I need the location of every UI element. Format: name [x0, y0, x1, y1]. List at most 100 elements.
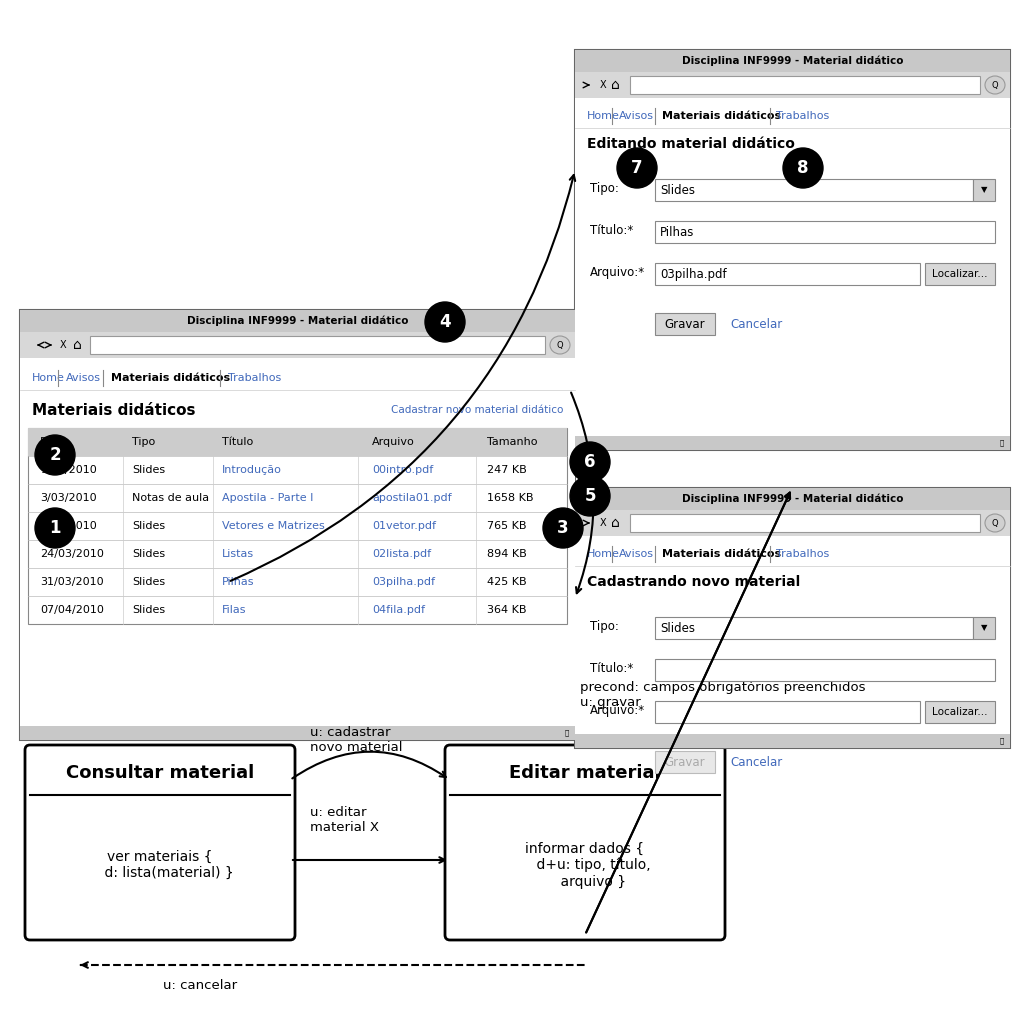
Bar	[575, 50, 1010, 450]
Text: Materiais didáticos: Materiais didáticos	[662, 111, 781, 121]
Circle shape	[35, 508, 75, 548]
Text: Vetores e Matrizes: Vetores e Matrizes	[222, 521, 325, 531]
Text: Slides: Slides	[132, 605, 165, 615]
Text: ▼: ▼	[981, 623, 987, 632]
Circle shape	[570, 476, 610, 516]
Text: Slides: Slides	[660, 183, 695, 197]
Text: Slides: Slides	[132, 465, 165, 475]
Bar	[20, 310, 575, 332]
Text: precond: campos obrigatórios preenchidos
u: gravar: precond: campos obrigatórios preenchidos…	[580, 681, 865, 709]
Bar	[655, 179, 973, 201]
Bar	[925, 263, 995, 285]
Text: Arquivo:*: Arquivo:*	[590, 703, 645, 716]
Text: u: editar
material X: u: editar material X	[310, 806, 379, 834]
Text: Arquivo: Arquivo	[372, 437, 415, 447]
Text: 6: 6	[585, 453, 596, 471]
Text: Q: Q	[991, 519, 998, 528]
Text: X: X	[59, 340, 67, 350]
Text: Slides: Slides	[132, 521, 165, 531]
Bar	[575, 72, 1010, 98]
Text: ⛶: ⛶	[565, 729, 569, 736]
Bar	[575, 536, 1010, 734]
Text: Avisos: Avisos	[618, 549, 654, 559]
Bar	[655, 221, 995, 243]
Circle shape	[35, 435, 75, 475]
FancyBboxPatch shape	[445, 745, 725, 940]
Text: 894 KB: 894 KB	[487, 549, 526, 559]
Text: ⌂: ⌂	[610, 78, 620, 92]
Text: Avisos: Avisos	[618, 111, 654, 121]
Text: u: cadastrar
novo material: u: cadastrar novo material	[310, 726, 402, 754]
Text: Q: Q	[991, 80, 998, 89]
Text: X: X	[600, 80, 606, 90]
Text: Cadastrando novo material: Cadastrando novo material	[587, 575, 800, 589]
Text: 02lista.pdf: 02lista.pdf	[372, 549, 431, 559]
Text: Disciplina INF9999 - Material didático: Disciplina INF9999 - Material didático	[682, 493, 903, 504]
Text: Avisos: Avisos	[66, 373, 101, 383]
Text: Listas: Listas	[222, 549, 254, 559]
Bar	[655, 313, 715, 335]
Text: Cancelar: Cancelar	[730, 756, 782, 769]
Text: Tipo:: Tipo:	[590, 620, 618, 632]
Bar	[655, 751, 715, 773]
Bar	[575, 488, 1010, 748]
Bar	[973, 179, 995, 201]
Bar	[20, 310, 575, 741]
Text: 01vetor.pdf: 01vetor.pdf	[372, 521, 436, 531]
Bar	[575, 50, 1010, 72]
Text: Apostila - Parte I: Apostila - Parte I	[222, 493, 313, 503]
Text: ▼: ▼	[981, 185, 987, 194]
Bar	[28, 428, 567, 624]
Circle shape	[783, 148, 823, 188]
Text: 2: 2	[49, 446, 60, 464]
Text: 04fila.pdf: 04fila.pdf	[372, 605, 425, 615]
Text: 7: 7	[631, 159, 643, 177]
Circle shape	[570, 442, 610, 482]
Bar	[575, 98, 1010, 436]
Text: Notas de aula: Notas de aula	[132, 493, 209, 503]
Bar	[655, 659, 995, 681]
Bar	[925, 701, 995, 723]
Circle shape	[543, 508, 583, 548]
Bar	[90, 336, 545, 354]
Bar	[655, 701, 920, 723]
Text: Home: Home	[32, 373, 65, 383]
Bar	[20, 332, 575, 358]
Text: Slides: Slides	[660, 622, 695, 634]
Text: 765 KB: 765 KB	[487, 521, 526, 531]
Ellipse shape	[985, 514, 1005, 532]
Circle shape	[425, 302, 465, 342]
Bar	[655, 263, 920, 285]
Bar	[575, 734, 1010, 748]
Text: Trabalhos: Trabalhos	[227, 373, 281, 383]
Text: 5: 5	[585, 487, 596, 505]
Text: Tipo: Tipo	[132, 437, 156, 447]
Text: Título: Título	[222, 437, 253, 447]
Bar	[630, 514, 980, 532]
Text: 4: 4	[439, 313, 451, 331]
Text: 7/03/2010: 7/03/2010	[40, 521, 96, 531]
Text: Disciplina INF9999 - Material didático: Disciplina INF9999 - Material didático	[186, 316, 409, 326]
Text: Tipo:: Tipo:	[590, 181, 618, 194]
Text: Q: Q	[557, 340, 563, 349]
Text: 03pilha.pdf: 03pilha.pdf	[660, 267, 727, 281]
Bar	[973, 617, 995, 639]
Text: Materiais didáticos: Materiais didáticos	[32, 402, 196, 417]
Text: Pilhas: Pilhas	[222, 577, 255, 587]
Text: Cancelar: Cancelar	[730, 317, 782, 330]
Text: Arquivo:*: Arquivo:*	[590, 265, 645, 279]
Text: 3/03/2010: 3/03/2010	[40, 493, 96, 503]
Text: apostila01.pdf: apostila01.pdf	[372, 493, 452, 503]
Text: 364 KB: 364 KB	[487, 605, 526, 615]
Text: Slides: Slides	[132, 577, 165, 587]
Text: Consultar material: Consultar material	[66, 764, 254, 781]
Text: 07/04/2010: 07/04/2010	[40, 605, 103, 615]
Bar	[575, 488, 1010, 510]
Text: Materiais didáticos: Materiais didáticos	[662, 549, 781, 559]
Text: 9/03/2010: 9/03/2010	[40, 465, 96, 475]
Text: Introdução: Introdução	[222, 465, 282, 475]
Text: 00intro.pdf: 00intro.pdf	[372, 465, 433, 475]
Text: X: X	[600, 518, 606, 528]
Text: Slides: Slides	[132, 549, 165, 559]
Text: Título:*: Título:*	[590, 224, 633, 236]
